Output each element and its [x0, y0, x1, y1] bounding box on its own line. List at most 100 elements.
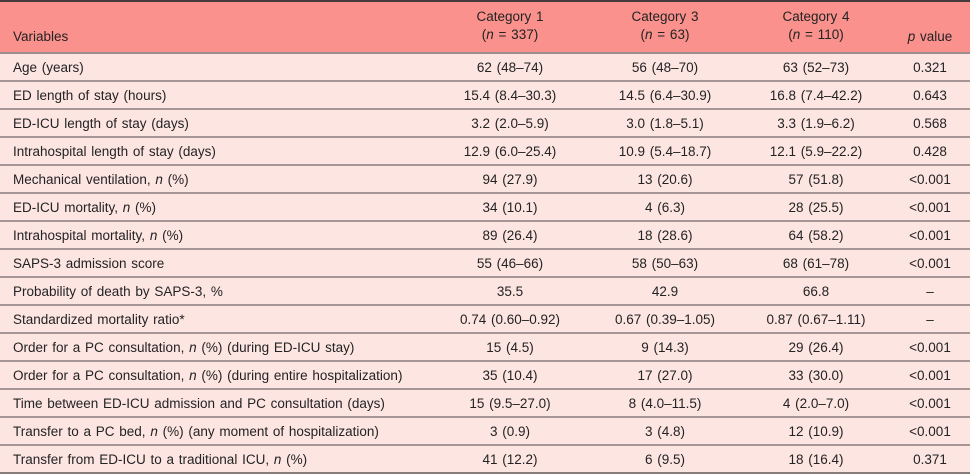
cell-value: 3.3 (1.9–6.2) [742, 109, 890, 138]
category-title: Category 3 [631, 9, 699, 24]
category-title: Category 1 [476, 9, 544, 24]
table-row: Transfer from ED-ICU to a traditional IC… [0, 445, 970, 474]
table-row: Standardized mortality ratio* 0.74 (0.60–… [0, 305, 970, 334]
column-header-category-2: Category 3 (n = 63) [588, 0, 742, 54]
cell-value: 9 (14.3) [588, 333, 742, 362]
cell-p-value: <0.001 [890, 389, 970, 418]
cell-p-value: <0.001 [890, 333, 970, 362]
column-header-p-value: p value [890, 0, 970, 54]
cell-p-value: <0.001 [890, 417, 970, 446]
cell-value: 0.87 (0.67–1.11) [742, 305, 890, 334]
table-row: Time between ED-ICU admission and PC con… [0, 389, 970, 418]
category-title: Category 4 [782, 9, 850, 24]
row-label: Transfer from ED-ICU to a traditional IC… [0, 445, 432, 474]
row-label: Mechanical ventilation, n (%) [0, 165, 432, 194]
cell-value: 64 (58.2) [742, 221, 890, 250]
cell-value: 8 (4.0–11.5) [588, 389, 742, 418]
cell-value: 10.9 (5.4–18.7) [588, 137, 742, 166]
column-header-category-1: Category 1 (n = 337) [432, 0, 588, 54]
row-label: Transfer to a PC bed, n (%) (any moment … [0, 417, 432, 446]
cell-p-value: 0.321 [890, 53, 970, 82]
row-label: ED length of stay (hours) [0, 81, 432, 110]
row-label: Intrahospital length of stay (days) [0, 137, 432, 166]
cell-value: 13 (20.6) [588, 165, 742, 194]
cell-value: 66.8 [742, 277, 890, 306]
table-row: ED-ICU length of stay (days) 3.2 (2.0–5.9… [0, 109, 970, 138]
cell-value: 4 (6.3) [588, 193, 742, 222]
cell-value: 3.2 (2.0–5.9) [432, 109, 588, 138]
cell-value: 35 (10.4) [432, 361, 588, 390]
cell-value: 12 (10.9) [742, 417, 890, 446]
table-row: SAPS-3 admission score 55 (46–66) 58 (50–6… [0, 249, 970, 278]
cell-value: 3 (4.8) [588, 417, 742, 446]
cell-p-value: 0.643 [890, 81, 970, 110]
cell-value: 12.1 (5.9–22.2) [742, 137, 890, 166]
table-row: Age (years) 62 (48–74) 56 (48–70) 63 (52–73… [0, 53, 970, 82]
cell-value: 94 (27.9) [432, 165, 588, 194]
table-row: Intrahospital length of stay (days) 12.9 … [0, 137, 970, 166]
cell-value: 33 (30.0) [742, 361, 890, 390]
cell-value: 3 (0.9) [432, 417, 588, 446]
cell-value: 3.0 (1.8–5.1) [588, 109, 742, 138]
row-label: Standardized mortality ratio* [0, 305, 432, 334]
row-label: ED-ICU mortality, n (%) [0, 193, 432, 222]
cell-p-value: 0.568 [890, 109, 970, 138]
table-row: ED length of stay (hours) 15.4 (8.4–30.3)… [0, 81, 970, 110]
row-label: Intrahospital mortality, n (%) [0, 221, 432, 250]
cell-value: 15 (9.5–27.0) [432, 389, 588, 418]
category-sample-size: (n = 337) [481, 27, 539, 42]
cell-value: 18 (16.4) [742, 445, 890, 474]
row-label: Time between ED-ICU admission and PC con… [0, 389, 432, 418]
row-label: SAPS-3 admission score [0, 249, 432, 278]
cell-value: 4 (2.0–7.0) [742, 389, 890, 418]
cell-value: 56 (48–70) [588, 53, 742, 82]
row-label: Age (years) [0, 53, 432, 82]
cell-value: 16.8 (7.4–42.2) [742, 81, 890, 110]
category-sample-size: (n = 110) [788, 27, 844, 42]
cell-p-value: <0.001 [890, 165, 970, 194]
table-row: Order for a PC consultation, n (%) (duri… [0, 333, 970, 362]
table-row: Order for a PC consultation, n (%) (duri… [0, 361, 970, 390]
row-label: ED-ICU length of stay (days) [0, 109, 432, 138]
header-row: Variables Category 1 (n = 337) Category 3 (… [0, 0, 970, 54]
cell-value: 15 (4.5) [432, 333, 588, 362]
cell-value: 14.5 (6.4–30.9) [588, 81, 742, 110]
cell-value: 0.74 (0.60–0.92) [432, 305, 588, 334]
cell-p-value: <0.001 [890, 221, 970, 250]
cell-p-value: <0.001 [890, 193, 970, 222]
table-body: Age (years) 62 (48–74) 56 (48–70) 63 (52–73… [0, 53, 970, 474]
cell-value: 34 (10.1) [432, 193, 588, 222]
table-header: Variables Category 1 (n = 337) Category 3 (… [0, 0, 970, 54]
cell-value: 57 (51.8) [742, 165, 890, 194]
column-header-variables: Variables [0, 0, 432, 54]
cell-value: 18 (28.6) [588, 221, 742, 250]
column-header-category-3: Category 4 (n = 110) [742, 0, 890, 54]
cell-value: 63 (52–73) [742, 53, 890, 82]
cell-value: 17 (27.0) [588, 361, 742, 390]
cell-value: 89 (26.4) [432, 221, 588, 250]
cell-p-value: – [890, 277, 970, 306]
row-label: Probability of death by SAPS-3, % [0, 277, 432, 306]
cell-value: 41 (12.2) [432, 445, 588, 474]
cell-value: 12.9 (6.0–25.4) [432, 137, 588, 166]
cell-value: 55 (46–66) [432, 249, 588, 278]
cell-p-value: – [890, 305, 970, 334]
row-label: Order for a PC consultation, n (%) (duri… [0, 361, 432, 390]
cell-value: 58 (50–63) [588, 249, 742, 278]
row-label: Order for a PC consultation, n (%) (duri… [0, 333, 432, 362]
cell-p-value: <0.001 [890, 361, 970, 390]
cell-value: 68 (61–78) [742, 249, 890, 278]
cell-p-value: 0.371 [890, 445, 970, 474]
cell-value: 0.67 (0.39–1.05) [588, 305, 742, 334]
table-row: Mechanical ventilation, n (%) 94 (27.9) 13… [0, 165, 970, 194]
cell-value: 15.4 (8.4–30.3) [432, 81, 588, 110]
cell-value: 29 (26.4) [742, 333, 890, 362]
cell-p-value: 0.428 [890, 137, 970, 166]
cell-value: 42.9 [588, 277, 742, 306]
cell-value: 62 (48–74) [432, 53, 588, 82]
category-sample-size: (n = 63) [640, 27, 690, 42]
cell-value: 35.5 [432, 277, 588, 306]
cell-value: 28 (25.5) [742, 193, 890, 222]
